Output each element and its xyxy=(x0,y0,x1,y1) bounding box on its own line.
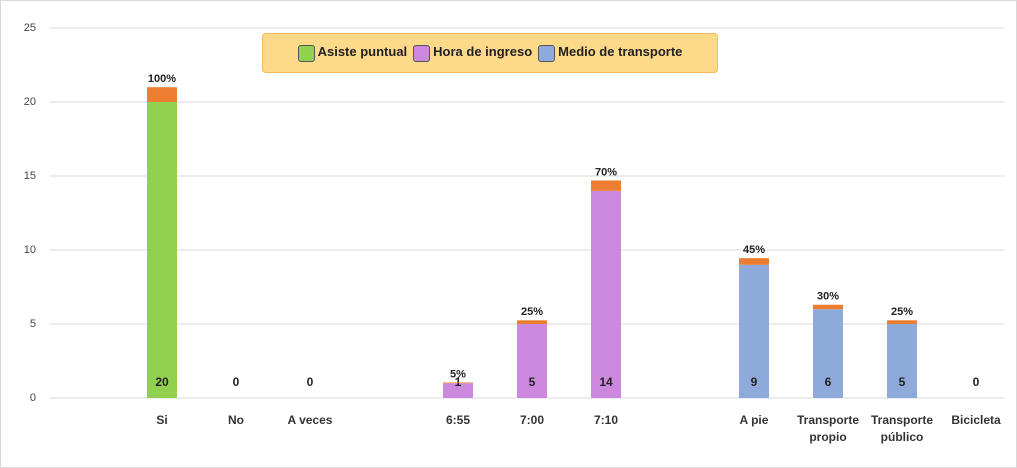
legend-item: Asiste puntual xyxy=(297,44,408,62)
y-tick-label: 10 xyxy=(24,244,36,256)
data-label: 0 xyxy=(973,375,980,389)
legend-swatch xyxy=(297,44,315,62)
bar-segment xyxy=(517,324,547,398)
x-tick-label: Bicicleta xyxy=(951,413,1001,427)
data-label: 6 xyxy=(825,375,832,389)
data-label: 1 xyxy=(455,375,462,389)
bar-segment xyxy=(887,320,917,324)
legend-swatch xyxy=(538,44,556,62)
bar-segment xyxy=(813,309,843,398)
data-label: 45% xyxy=(743,244,765,256)
bar-segment xyxy=(517,320,547,324)
data-label: 0 xyxy=(233,375,240,389)
x-tick-label: 7:10 xyxy=(593,413,619,427)
bar-segment xyxy=(591,180,621,191)
x-tick-label: 6:55 xyxy=(445,413,471,427)
data-label: 20 xyxy=(155,375,169,389)
legend-item: Medio de transporte xyxy=(538,44,683,62)
x-tick-label: A pie xyxy=(739,413,769,427)
legend-label: Hora de ingreso xyxy=(433,44,533,60)
legend-label: Medio de transporte xyxy=(558,44,683,60)
y-tick-label: 0 xyxy=(30,392,36,404)
legend-label: Asiste puntual xyxy=(317,44,408,60)
legend-swatch xyxy=(413,44,431,62)
bar-segment xyxy=(443,383,473,398)
data-label: 5 xyxy=(899,375,906,389)
data-label: 5% xyxy=(450,368,466,380)
x-tick-label: Transporte propio xyxy=(796,413,859,444)
data-label: 5 xyxy=(529,375,536,389)
data-label: 25% xyxy=(521,306,543,318)
x-tick-label: No xyxy=(228,413,244,427)
y-tick-label: 15 xyxy=(24,170,36,182)
x-tick-label: A veces xyxy=(287,413,333,427)
x-tick-label: 7:00 xyxy=(519,413,545,427)
x-tick-label: Si xyxy=(156,413,168,427)
data-label: 30% xyxy=(817,291,839,303)
bar-segment xyxy=(443,382,473,384)
legend-item: Hora de ingreso xyxy=(413,44,533,62)
bar-segment xyxy=(813,304,843,310)
bar-segment xyxy=(147,87,177,102)
bar-segment xyxy=(591,190,621,398)
legend: Asiste puntual Hora de ingreso Medio de tr… xyxy=(262,33,718,73)
data-label: 100% xyxy=(148,73,176,85)
data-label: 14 xyxy=(599,375,613,389)
data-label: 0 xyxy=(307,375,314,389)
bar-segment xyxy=(147,102,177,398)
bar-segment xyxy=(739,264,769,398)
data-label: 25% xyxy=(891,306,913,318)
bar-segment xyxy=(887,324,917,398)
x-tick-label: Transporte público xyxy=(870,413,933,444)
y-tick-label: 25 xyxy=(24,22,36,34)
bar-segment xyxy=(739,258,769,265)
data-label: 9 xyxy=(751,375,758,389)
y-tick-label: 5 xyxy=(30,318,36,330)
data-label: 70% xyxy=(595,166,617,178)
y-tick-label: 20 xyxy=(24,96,36,108)
